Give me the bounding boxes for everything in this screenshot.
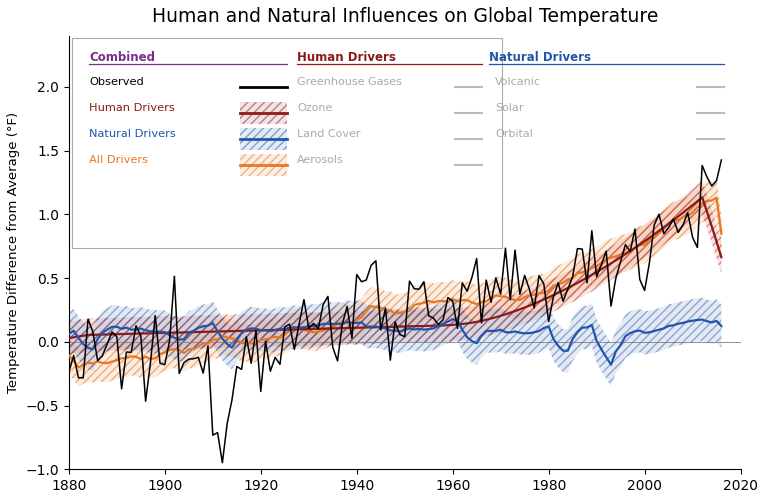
Y-axis label: Temperature Difference from Average (°F): Temperature Difference from Average (°F) <box>7 112 20 393</box>
Text: Aerosols: Aerosols <box>298 155 344 165</box>
Text: Natural Drivers: Natural Drivers <box>489 51 591 64</box>
Text: Combined: Combined <box>89 51 155 64</box>
Text: Orbital: Orbital <box>496 129 533 139</box>
Text: Greenhouse Gases: Greenhouse Gases <box>298 77 402 87</box>
Text: All Drivers: All Drivers <box>89 155 148 165</box>
Text: Volcanic: Volcanic <box>496 77 542 87</box>
Text: Observed: Observed <box>89 77 144 87</box>
Text: Human Drivers: Human Drivers <box>298 51 396 64</box>
Text: Natural Drivers: Natural Drivers <box>89 129 176 139</box>
FancyBboxPatch shape <box>72 38 502 248</box>
Text: Ozone: Ozone <box>298 103 333 113</box>
Text: Human Drivers: Human Drivers <box>89 103 174 113</box>
Text: Solar: Solar <box>496 103 524 113</box>
Title: Human and Natural Influences on Global Temperature: Human and Natural Influences on Global T… <box>151 7 658 26</box>
Text: Land Cover: Land Cover <box>298 129 361 139</box>
